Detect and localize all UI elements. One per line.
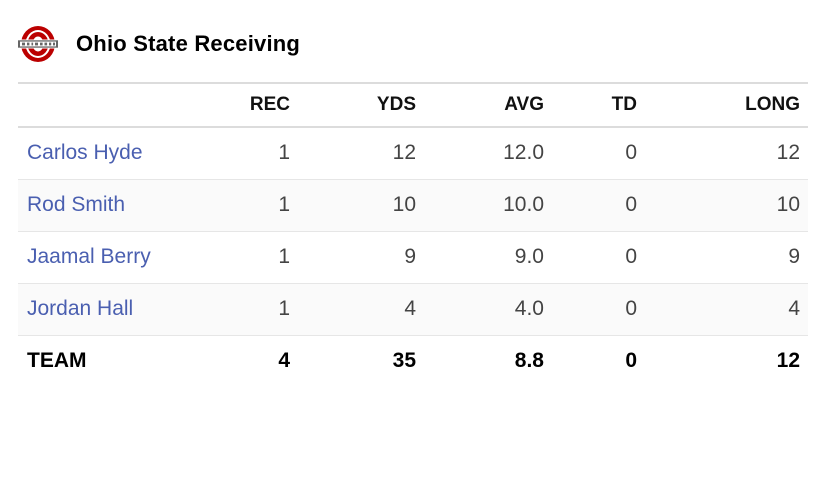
td-cell: 0 <box>625 193 637 216</box>
table-header-row: REC YDS AVG TD LONG <box>18 83 808 127</box>
rec-cell: 1 <box>278 141 290 165</box>
avg-cell: 9.0 <box>514 245 544 268</box>
yds-cell: 4 <box>404 297 416 320</box>
yds-cell: 10 <box>392 193 416 216</box>
column-header-player <box>18 83 198 127</box>
receiving-stats-table: REC YDS AVG TD LONG Carlos Hyde 1 12 12.… <box>18 82 808 387</box>
long-cell: 12 <box>776 141 800 165</box>
table-row: Rod Smith 1 10 10.0 0 10 <box>18 179 808 231</box>
table-row: Jaamal Berry 1 9 9.0 0 9 <box>18 231 808 283</box>
td-cell: 0 <box>625 245 637 268</box>
team-label: TEAM <box>27 349 87 373</box>
avg-cell: 12.0 <box>503 141 544 165</box>
td-cell: 0 <box>625 141 637 165</box>
column-header-rec: REC <box>249 94 290 115</box>
rec-total-cell: 4 <box>278 349 290 373</box>
player-link[interactable]: Jordan Hall <box>27 297 134 320</box>
yds-cell: 12 <box>392 141 416 165</box>
player-link[interactable]: Jaamal Berry <box>27 245 151 268</box>
player-link[interactable]: Rod Smith <box>27 193 126 216</box>
td-total-cell: 0 <box>625 349 637 373</box>
long-cell: 9 <box>788 245 800 268</box>
avg-total-cell: 8.8 <box>514 349 544 373</box>
section-header: Ohio State Receiving <box>18 24 300 64</box>
rec-cell: 1 <box>278 297 290 320</box>
ohio-state-logo-icon <box>18 26 58 62</box>
page-title: Ohio State Receiving <box>76 31 301 56</box>
column-header-td: TD <box>611 94 637 115</box>
long-cell: 4 <box>788 297 800 320</box>
td-cell: 0 <box>625 297 637 320</box>
team-total-row: TEAM 4 35 8.8 0 12 <box>18 335 808 387</box>
long-cell: 10 <box>776 193 800 216</box>
yds-cell: 9 <box>404 245 416 268</box>
column-header-yds: YDS <box>376 94 416 115</box>
column-header-avg: AVG <box>504 94 544 115</box>
rec-cell: 1 <box>278 245 290 268</box>
column-header-long: LONG <box>745 94 800 115</box>
table-row: Carlos Hyde 1 12 12.0 0 12 <box>18 127 808 179</box>
long-total-cell: 12 <box>776 349 800 373</box>
avg-cell: 10.0 <box>503 193 544 216</box>
avg-cell: 4.0 <box>514 297 544 320</box>
yds-total-cell: 35 <box>392 349 416 373</box>
player-link[interactable]: Carlos Hyde <box>27 141 143 165</box>
table-row: Jordan Hall 1 4 4.0 0 4 <box>18 283 808 335</box>
rec-cell: 1 <box>278 193 290 216</box>
